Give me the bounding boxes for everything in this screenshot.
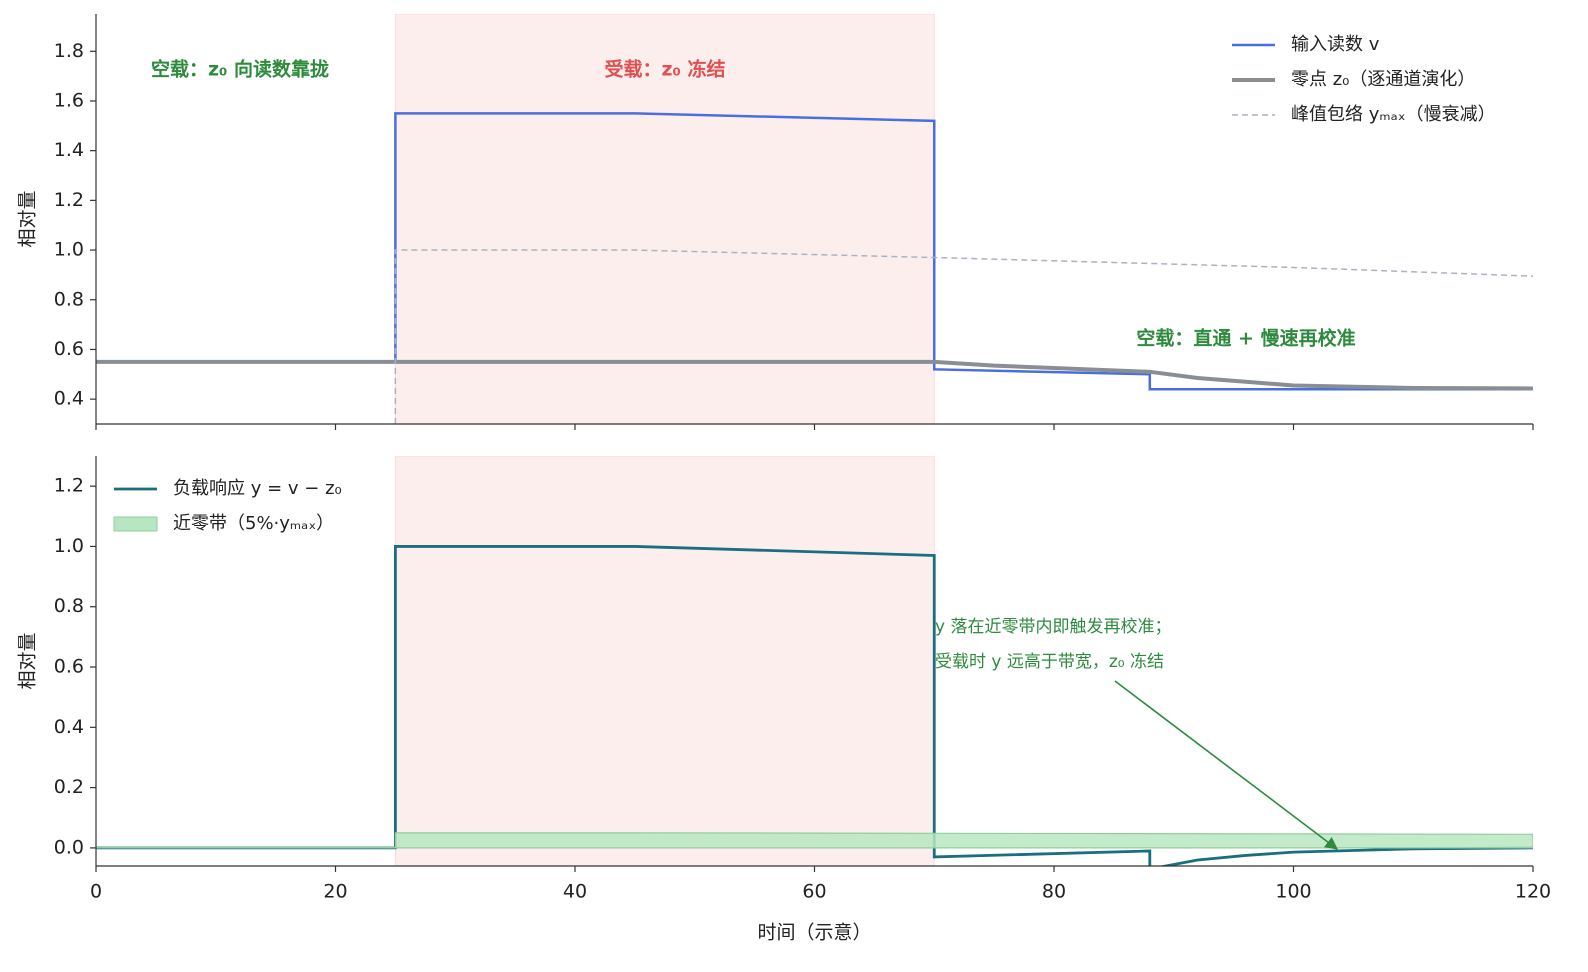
y-tick-label: 0.2 [54, 776, 84, 798]
y-tick-label: 1.6 [54, 89, 84, 111]
x-tick-label: 100 [1275, 881, 1311, 903]
y-tick-label: 0.4 [54, 716, 84, 738]
legend-label: 负载响应 y = v − z₀ [173, 478, 342, 499]
y-tick-label: 0.8 [54, 595, 84, 617]
y-tick-label: 1.2 [54, 189, 84, 211]
annotation: 空载：直通 + 慢速再校准 [1136, 327, 1355, 350]
legend-label: 输入读数 v [1291, 34, 1380, 55]
y-tick-label: 1.0 [54, 535, 84, 557]
series-line [96, 359, 1533, 391]
annotation: 受载时 y 远高于带宽，z₀ 冻结 [935, 652, 1164, 672]
y-tick-label: 0.8 [54, 288, 84, 310]
legend-label: 零点 z₀（逐通道演化） [1291, 69, 1475, 90]
y-tick-label: 1.0 [54, 239, 84, 261]
highlight-span [394, 14, 935, 424]
plot-area [96, 456, 1533, 866]
x-tick-label: 0 [90, 881, 102, 903]
y-tick-label: 1.4 [54, 139, 84, 161]
x-axis-label: 时间（示意） [757, 922, 871, 944]
y-tick-label: 0.6 [54, 338, 84, 360]
legend-swatch [113, 516, 158, 532]
y-tick-label: 0.0 [54, 836, 84, 858]
y-axis-label: 相对量 [17, 632, 39, 689]
x-tick-label: 120 [1515, 881, 1551, 903]
x-tick-label: 80 [1042, 881, 1066, 903]
y-tick-label: 0.6 [54, 656, 84, 678]
x-tick-label: 60 [802, 881, 826, 903]
y-axis-label: 相对量 [17, 190, 39, 247]
series-line [394, 249, 1533, 424]
annotation-arrow [1114, 680, 1339, 850]
y-tick-label: 1.2 [54, 475, 84, 497]
band-area [96, 832, 1533, 849]
x-tick-label: 40 [563, 881, 587, 903]
y-tick-label: 1.8 [54, 40, 84, 62]
x-tick-label: 20 [323, 881, 347, 903]
series-line [96, 545, 1533, 866]
y-tick-label: 0.4 [54, 388, 84, 410]
highlight-span [394, 456, 935, 866]
legend-label: 近零带（5%·yₘₐₓ） [173, 513, 334, 534]
legend-label: 峰值包络 yₘₐₓ（慢衰减） [1291, 104, 1496, 125]
annotation: y 落在近零带内即触发再校准； [935, 617, 1171, 637]
annotation: 受载：z₀ 冻结 [605, 58, 726, 81]
annotation: 空载：z₀ 向读数靠拢 [151, 58, 329, 81]
plot-area [96, 14, 1533, 424]
